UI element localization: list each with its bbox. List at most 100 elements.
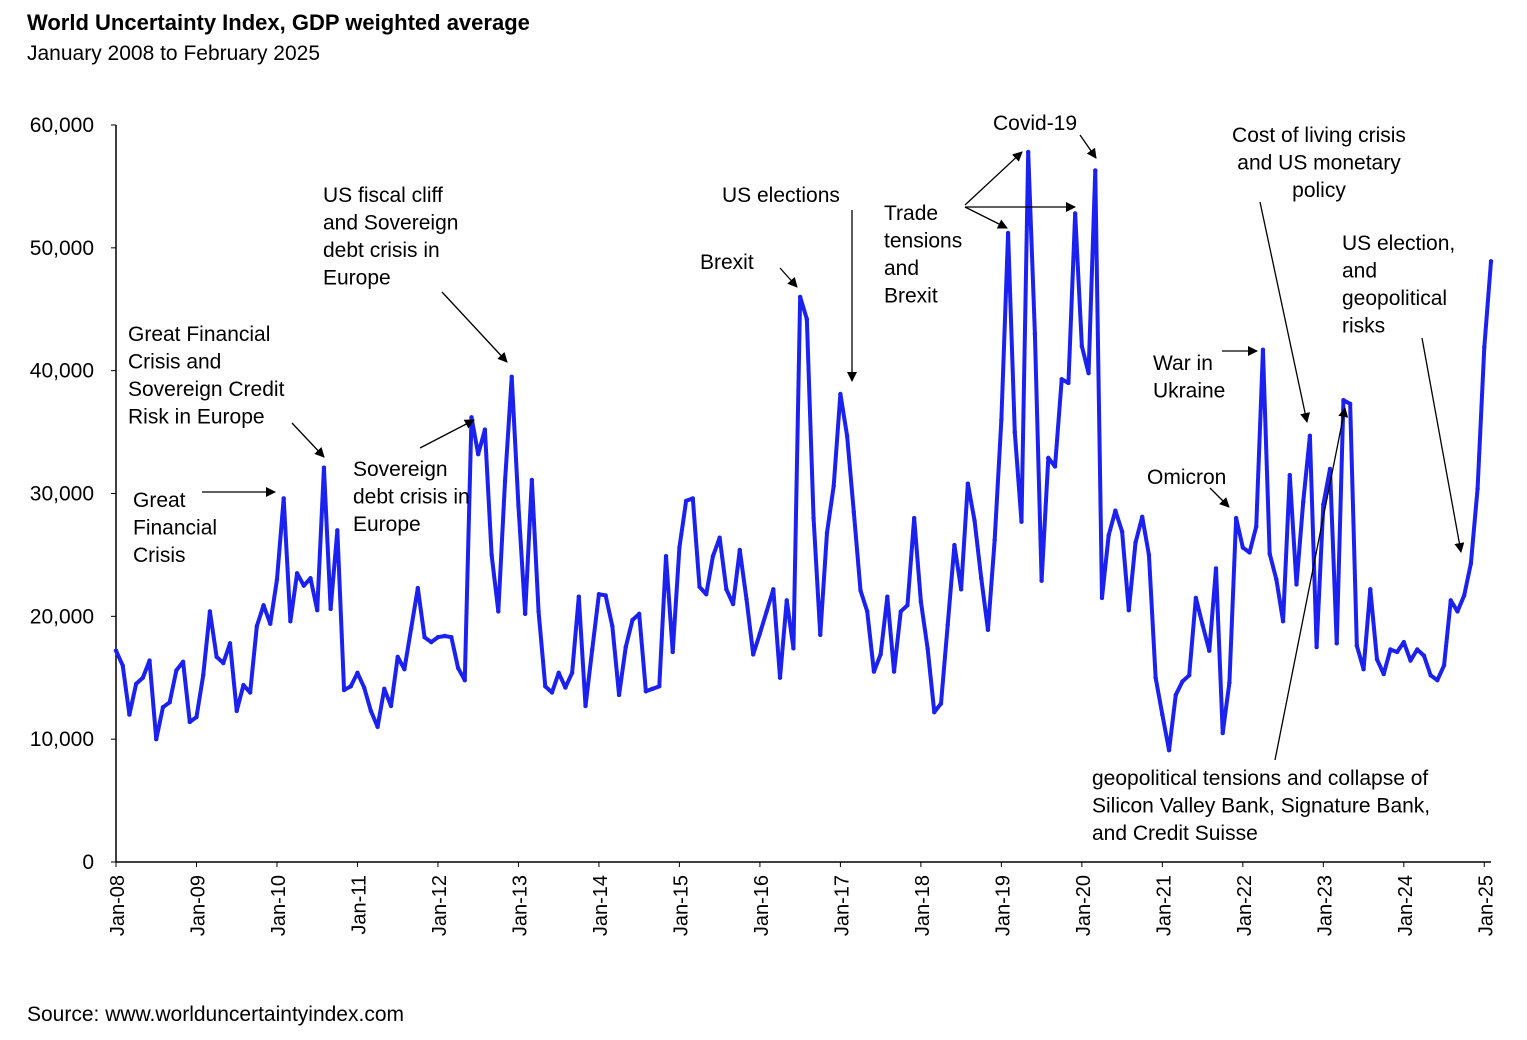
data-point [831,483,836,489]
data-point [979,576,984,581]
data-point [140,675,146,680]
data-point [1106,533,1111,538]
data-point [1301,499,1306,505]
annotation-text: and [884,257,919,280]
annotation-text: Covid-19 [993,112,1077,135]
data-point [1381,671,1386,677]
data-point [838,391,843,397]
data-point [147,658,152,663]
data-point [777,675,783,680]
annotation-gfc: Great Financial Crisis [133,487,276,567]
data-point [590,647,595,652]
data-point [1066,380,1071,386]
data-point [871,669,877,674]
annotation-arrow [1259,201,1311,423]
data-point [496,609,501,614]
data-point [616,692,622,698]
data-point [1046,455,1051,461]
data-point [771,587,776,592]
data-point [670,649,675,655]
data-point [388,703,394,709]
data-point [1072,211,1078,216]
x-tick-label: Jan-18 [912,875,934,936]
annotation-text: Europe [353,513,421,536]
x-tick-label: Jan-09 [187,875,209,936]
annotation-text: Trade [884,202,938,225]
annotation-text: and Credit Suisse [1092,822,1258,845]
data-point [1012,429,1017,435]
data-point [1314,644,1319,650]
x-tick-label: Jan-08 [107,875,129,936]
y-tick-label: 30,000 [30,483,94,506]
data-point [113,648,119,653]
data-point [1126,607,1132,613]
data-point [1461,593,1467,598]
data-point [791,646,796,651]
annotation-text: Cost of living crisis [1232,124,1406,147]
data-point [455,665,461,671]
x-tick-label: Jan-11 [348,875,370,935]
annotation-arrow [1209,487,1230,508]
data-point [1213,566,1219,571]
data-point [1341,397,1346,403]
data-point [180,659,186,664]
annotation-arrow [419,419,475,449]
data-point [603,593,608,598]
data-point [905,603,910,608]
data-point [1146,552,1152,558]
data-point [308,576,313,581]
annotation-text: debt crisis in [323,239,440,262]
annotation-text: risks [1342,315,1385,338]
data-point [368,708,374,714]
data-point [764,609,769,614]
chart-canvas: 0 10,000 20,000 30,000 40,000 50,000 60,000 Jan… [30,112,1498,936]
data-point [958,587,964,592]
data-point [1428,673,1433,678]
data-point [704,592,709,597]
annotation-text: geopolitical tensions and collapse of [1092,767,1428,790]
data-point [1435,678,1440,683]
data-point [462,678,467,683]
y-tick-label: 0 [82,851,94,874]
data-point [348,684,353,689]
data-point [469,415,474,420]
data-point [1200,622,1205,628]
data-point [938,701,944,706]
annotation-arrow [964,151,1023,206]
data-point [851,509,856,515]
data-point [985,627,991,633]
data-point [844,433,850,438]
annotation-text: Ukraine [1153,380,1225,403]
data-point [1441,663,1447,668]
data-point [1475,486,1480,491]
x-tick-label: Jan-13 [509,875,531,936]
data-point [361,685,367,690]
data-point [818,632,823,637]
data-point [449,635,454,640]
data-point [1354,643,1360,649]
annotation-arrow [779,267,798,288]
data-point [482,427,488,432]
data-point [1193,595,1199,601]
x-tick-label: Jan-17 [831,875,853,936]
data-point [556,670,561,676]
annotation-text: and Sovereign [323,212,458,235]
data-point [1267,551,1272,556]
data-point [965,481,971,486]
annotation-text: Sovereign Credit [128,378,285,401]
data-point [1153,675,1158,680]
data-point [254,623,260,629]
data-point [710,553,716,559]
data-point [402,666,407,672]
data-point [174,668,179,673]
x-tick-label: Jan-12 [429,875,451,936]
annotation-text: Financial [133,517,217,540]
x-tick-label: Jan-22 [1234,875,1256,936]
annotation-text: geopolitical [1342,287,1447,310]
data-point [1327,466,1333,472]
data-point [1321,502,1326,507]
data-point [811,515,816,521]
data-point [1019,519,1024,524]
data-point [341,687,347,693]
x-tick-label: Jan-15 [670,875,692,936]
